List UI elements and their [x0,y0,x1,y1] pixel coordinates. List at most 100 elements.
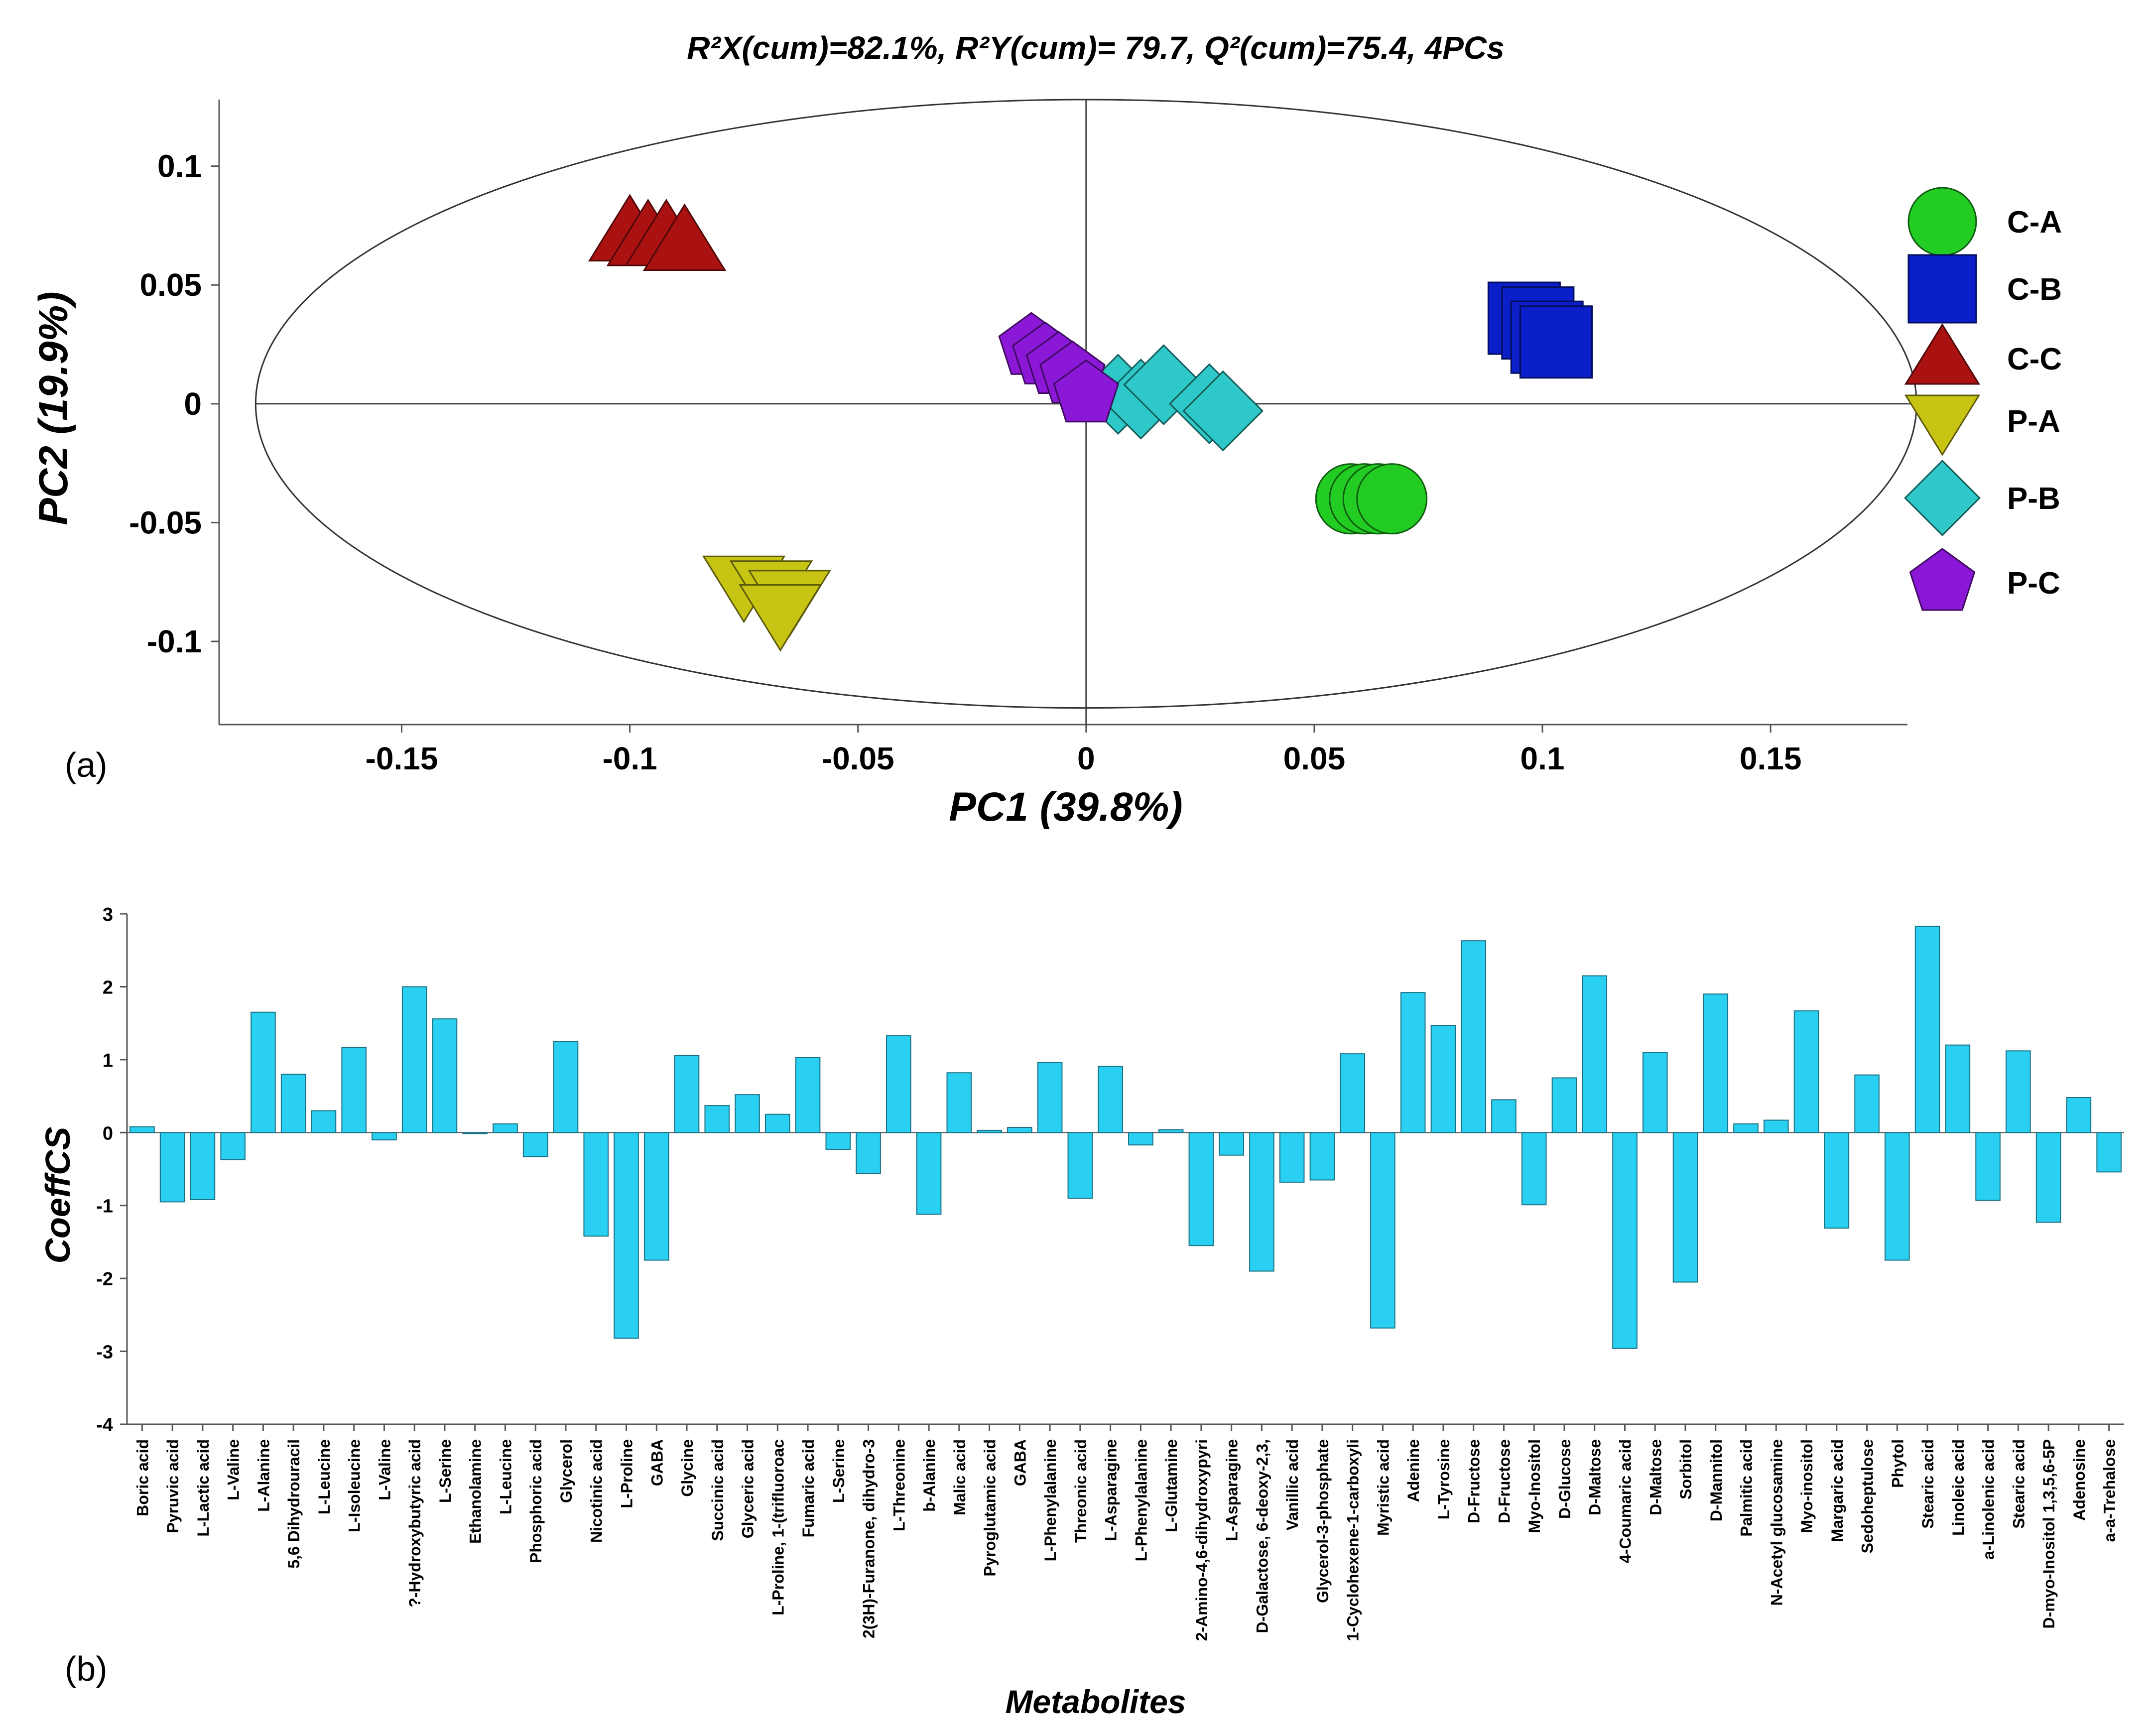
bar-category-label: D-Fructose [1495,1439,1513,1523]
bar-category-label: Boric acid [133,1439,151,1516]
bar-category-label: L-Threonine [890,1439,908,1531]
data-point-c-a [1356,463,1428,535]
bar-category-label: N-Acetyl glucosamine [1768,1439,1785,1606]
data-point-c-b [1519,305,1593,379]
bar-category-label: ?-Hydroxybutyric acid [406,1439,424,1608]
bar-category-label: D-Mannitol [1707,1439,1725,1521]
bar [1098,1066,1123,1133]
bar-category-label: L-Serine [830,1439,848,1503]
bar-category-label: a-a-Trehalose [2101,1439,2119,1542]
bar [704,1105,730,1133]
legend-label: C-B [2007,272,2062,307]
bar [1188,1132,1214,1246]
bar-category-label: L-Valine [225,1439,243,1500]
legend-marker-p-a [1904,394,1981,456]
bar-category-label: L-Glutamine [1162,1439,1180,1532]
bar-y-tick-label: -4 [96,1415,113,1436]
bar-category-label: GABA [648,1439,666,1486]
data-point-p-c [1053,359,1120,423]
bar-y-tick-label: -2 [96,1269,113,1290]
bar [372,1132,397,1140]
bar [614,1132,639,1339]
bar [1128,1132,1153,1146]
bar-plot-area: 3 2 1 0 -1 -2 -3 -4 Boric acid Pyruvic acid L-Lact… [96,904,2124,1641]
title-r2x: R²X(cum)=82.1% [687,30,937,66]
bar-y-tick-label: -3 [96,1342,113,1363]
bar [1491,1099,1517,1133]
legend-item-c-b: C-B [1907,254,2062,324]
bar [1582,975,1608,1133]
bar-category-label: Phosphoric acid [527,1439,545,1563]
legend-item-p-b: P-B [1904,460,2060,536]
bar [1885,1132,1910,1261]
x-tick-label: 0.1 [1520,741,1565,776]
legend-label: P-A [2007,404,2060,439]
bar-category-label: Adenosine [2070,1439,2088,1521]
bar [1067,1132,1093,1199]
y-tick-label: -0.1 [147,623,202,659]
bar [553,1041,579,1133]
bar-category-label: Myo-inositol [1798,1439,1816,1533]
bar-category-label: D-Galactose, 6-deoxy-2,3, [1253,1439,1271,1633]
legend-marker-p-b [1904,460,1981,536]
bar-y-tick-label: 3 [103,904,113,925]
score-plot-area: -0.15 -0.1 -0.05 0 0.05 0.1 0.15 0.1 0.05 0 -0.05 -… [129,99,1917,776]
bar-category-label: Vanillic acid [1283,1439,1301,1530]
bar [401,986,427,1133]
bar-category-label: D-Maltose [1586,1439,1604,1515]
legend-item-p-c: P-C [1909,548,2060,611]
bar-category-label: Sedoheptulose [1859,1439,1877,1553]
bar [764,1114,790,1133]
bar-category-label: D-Glucose [1556,1439,1574,1519]
bar [432,1018,458,1133]
bar [1824,1132,1850,1229]
legend-item-p-a: P-A [1904,394,2060,456]
bar-chart-x-axis-title: Metabolites [1005,1683,1186,1720]
bar [2096,1132,2122,1173]
bar-category-label: L-Lactic acid [194,1439,212,1537]
bar [1733,1123,1759,1133]
bar [493,1123,518,1133]
data-point-p-b [1182,370,1264,452]
bar [1854,1074,1880,1133]
bar [1037,1062,1063,1133]
bar-category-label: D-Fructose [1465,1439,1483,1523]
bar-category-label: L-Leucine [497,1439,514,1514]
bar-category-label: L-Phenylalanine [1041,1439,1059,1561]
bar-category-label: Ethanolamine [467,1439,485,1544]
coefficient-bar-chart: 3 2 1 0 -1 -2 -3 -4 Boric acid Pyruvic acid L-Lact… [38,904,2124,1720]
bar-category-label: Glycerol [557,1439,575,1503]
bar-category-label: D-Maltose [1646,1439,1664,1515]
bar [1370,1132,1395,1329]
bar-category-label: L-Serine [436,1439,454,1503]
bar [190,1132,216,1200]
bar-category-label: D-myo-Inositol 1,3,5,6-5P [2040,1439,2058,1629]
bar-category-label: Glyceric acid [739,1439,757,1538]
legend-marker-c-c [1904,323,1981,385]
bar [1975,1132,2001,1201]
legend-item-c-a: C-A [1907,187,2062,256]
bar [220,1132,246,1160]
bar [311,1110,337,1133]
x-tick-label: -0.1 [602,741,657,776]
bar [1007,1127,1032,1133]
score-plot-title: R²X(cum)=82.1%, R²Y(cum)= 79.7, Q²(cum)=… [687,30,1504,66]
bar [159,1132,185,1203]
y-tick-label: -0.05 [129,504,202,540]
legend-marker-p-c [1909,548,1976,611]
bar [886,1035,911,1133]
score-plot-legend: C-A C-B C-C P-A P-B P-C [1904,187,2062,611]
bar [1793,1010,1819,1133]
bar [251,1011,276,1133]
legend-marker-c-b [1907,254,1977,324]
bar-category-label: 2-Amino-4,6-dihydroxypyri [1193,1439,1211,1641]
bar-category-label: Succinic acid [709,1439,727,1541]
bar [1249,1132,1274,1272]
bar [2006,1050,2031,1133]
bar [341,1046,367,1133]
bar-category-label: Palmitic acid [1738,1439,1756,1537]
score-plot-y-axis-title: PC2 (19.9%) [31,291,76,525]
legend-label: P-B [2007,482,2060,516]
bar-category-label: Fumaric acid [799,1439,817,1537]
bar [1612,1132,1638,1349]
